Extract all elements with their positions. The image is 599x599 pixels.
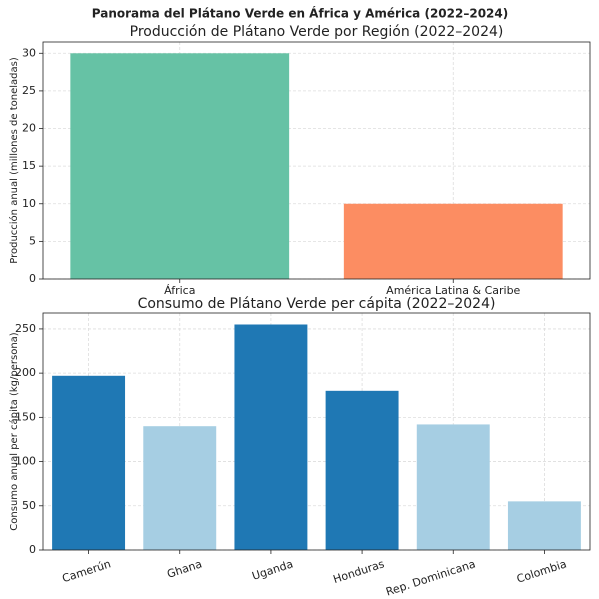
y-tick-label: 0 (29, 543, 36, 556)
bar (325, 390, 399, 550)
y-tick-label: 200 (15, 366, 36, 379)
y-tick-label: 20 (22, 122, 36, 135)
bar (343, 203, 563, 279)
y-tick-label: 150 (15, 410, 36, 423)
y-tick-label: 30 (22, 46, 36, 59)
bar (234, 324, 308, 550)
x-tick-label: América Latina & Caribe (386, 284, 520, 297)
bar (70, 53, 290, 280)
axes-frame (42, 41, 591, 280)
y-axis-label: Producción anual (millones de toneladas) (8, 57, 20, 264)
y-tick-label: 100 (15, 455, 36, 468)
figure-title: Panorama del Plátano Verde en África y A… (92, 6, 508, 21)
y-tick-label: 50 (22, 499, 36, 512)
x-tick-label: África (164, 284, 195, 297)
bar (416, 424, 490, 550)
bar (507, 501, 581, 550)
y-tick-label: 15 (22, 159, 36, 172)
bar (52, 375, 126, 550)
y-tick-label: 5 (29, 234, 36, 247)
axes-frame (42, 312, 591, 551)
y-axis-label: Consumo anual per cápita (kg/persona) (8, 332, 20, 530)
y-tick-label: 25 (22, 84, 36, 97)
y-tick-label: 0 (29, 272, 36, 285)
y-tick-label: 250 (15, 322, 36, 335)
chart-title: Consumo de Plátano Verde per cápita (202… (138, 296, 496, 312)
bar (143, 426, 217, 550)
chart-title: Producción de Plátano Verde por Región (… (130, 24, 504, 40)
y-tick-label: 10 (22, 197, 36, 210)
